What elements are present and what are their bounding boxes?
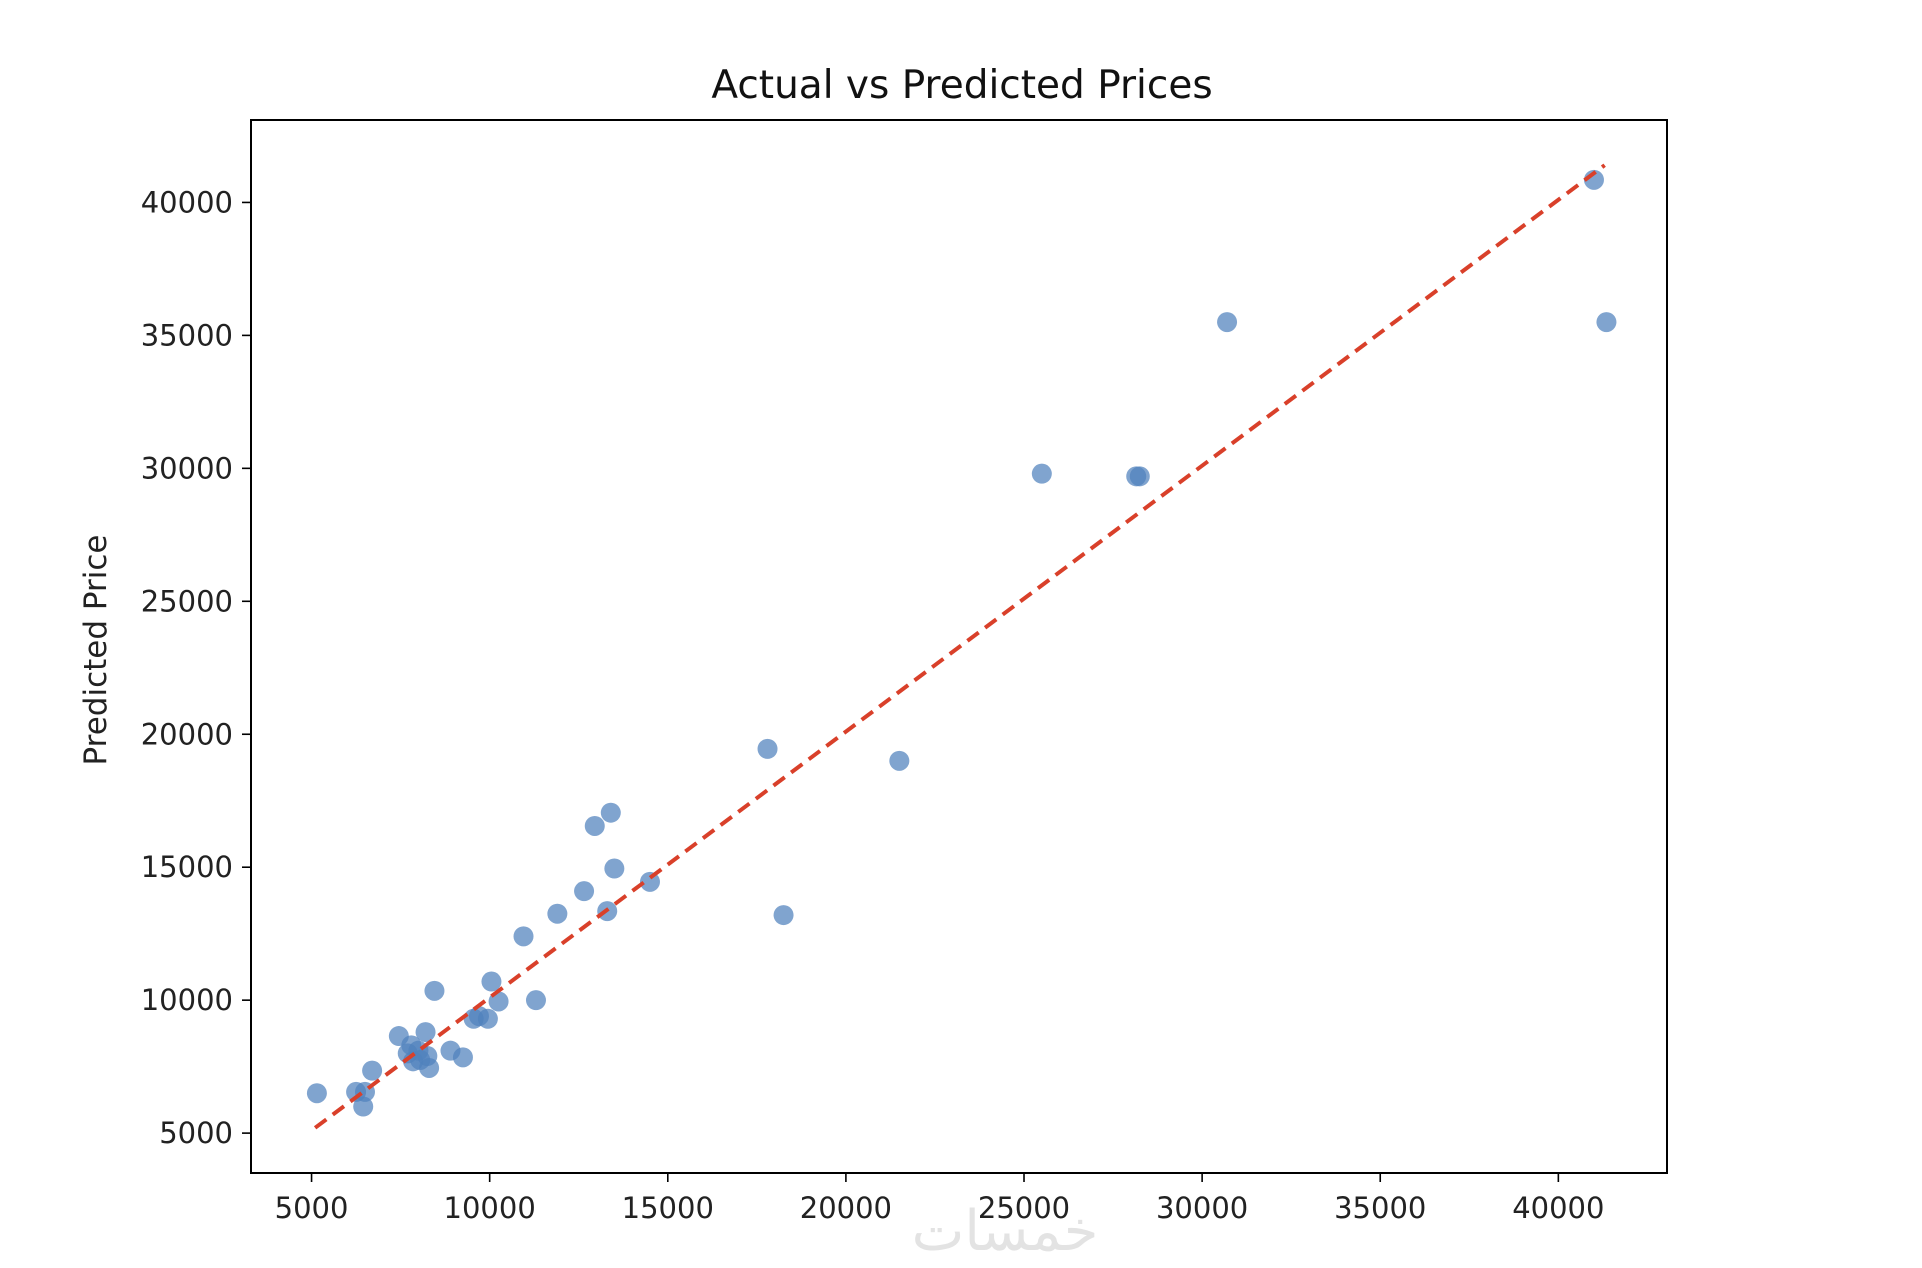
scatter-point [415,1022,436,1043]
x-tick-label: 30000 [1156,1191,1248,1225]
scatter-points [306,169,1617,1117]
scatter-point [773,905,794,926]
scatter-point [1596,312,1617,333]
y-tick-label: 40000 [141,185,233,219]
scatter-point [1217,312,1238,333]
x-tick-label: 35000 [1334,1191,1426,1225]
y-tick-label: 30000 [141,451,233,485]
x-tick-label: 20000 [800,1191,892,1225]
scatter-point [452,1047,473,1068]
y-tick-label: 5000 [159,1116,233,1150]
scatter-point [481,971,502,992]
x-axis-ticks: 5000 10000 15000 20000 25000 30000 35000 40000 [275,1173,1604,1225]
y-tick-label: 35000 [141,318,233,352]
y-tick-label: 25000 [141,584,233,618]
scatter-point [525,990,546,1011]
x-tick-label: 25000 [978,1191,1070,1225]
scatter-point [639,871,660,892]
scatter-point [353,1096,374,1117]
y-tick-label: 10000 [141,983,233,1017]
scatter-point [477,1008,498,1029]
scatter-point [547,903,568,924]
y-tick-label: 15000 [141,850,233,884]
scatter-point [1031,463,1052,484]
scatter-point [604,858,625,879]
x-tick-label: 5000 [275,1191,349,1225]
scatter-point [362,1060,383,1081]
scatter-point [419,1057,440,1078]
scatter-point [424,980,445,1001]
scatter-point [584,815,605,836]
plot-frame [250,119,1668,1174]
reference-line [313,163,1606,1130]
y-axis-label: Predicted Price [78,534,114,765]
scatter-point [889,750,910,771]
x-tick-label: 15000 [622,1191,714,1225]
chart-title: Actual vs Predicted Prices [711,63,1212,108]
x-tick-label: 40000 [1512,1191,1604,1225]
x-tick-label: 10000 [444,1191,536,1225]
y-tick-label: 20000 [141,717,233,751]
scatter-point [306,1083,327,1104]
y-axis-ticks: 5000 10000 15000 20000 25000 30000 35000 40000 [141,185,251,1150]
scatter-point [1129,466,1150,487]
scatter-point [757,738,778,759]
watermark: خمسات [912,1199,1099,1264]
scatter-point [600,802,621,823]
scatter-point [574,881,595,902]
scatter-point [513,926,534,947]
